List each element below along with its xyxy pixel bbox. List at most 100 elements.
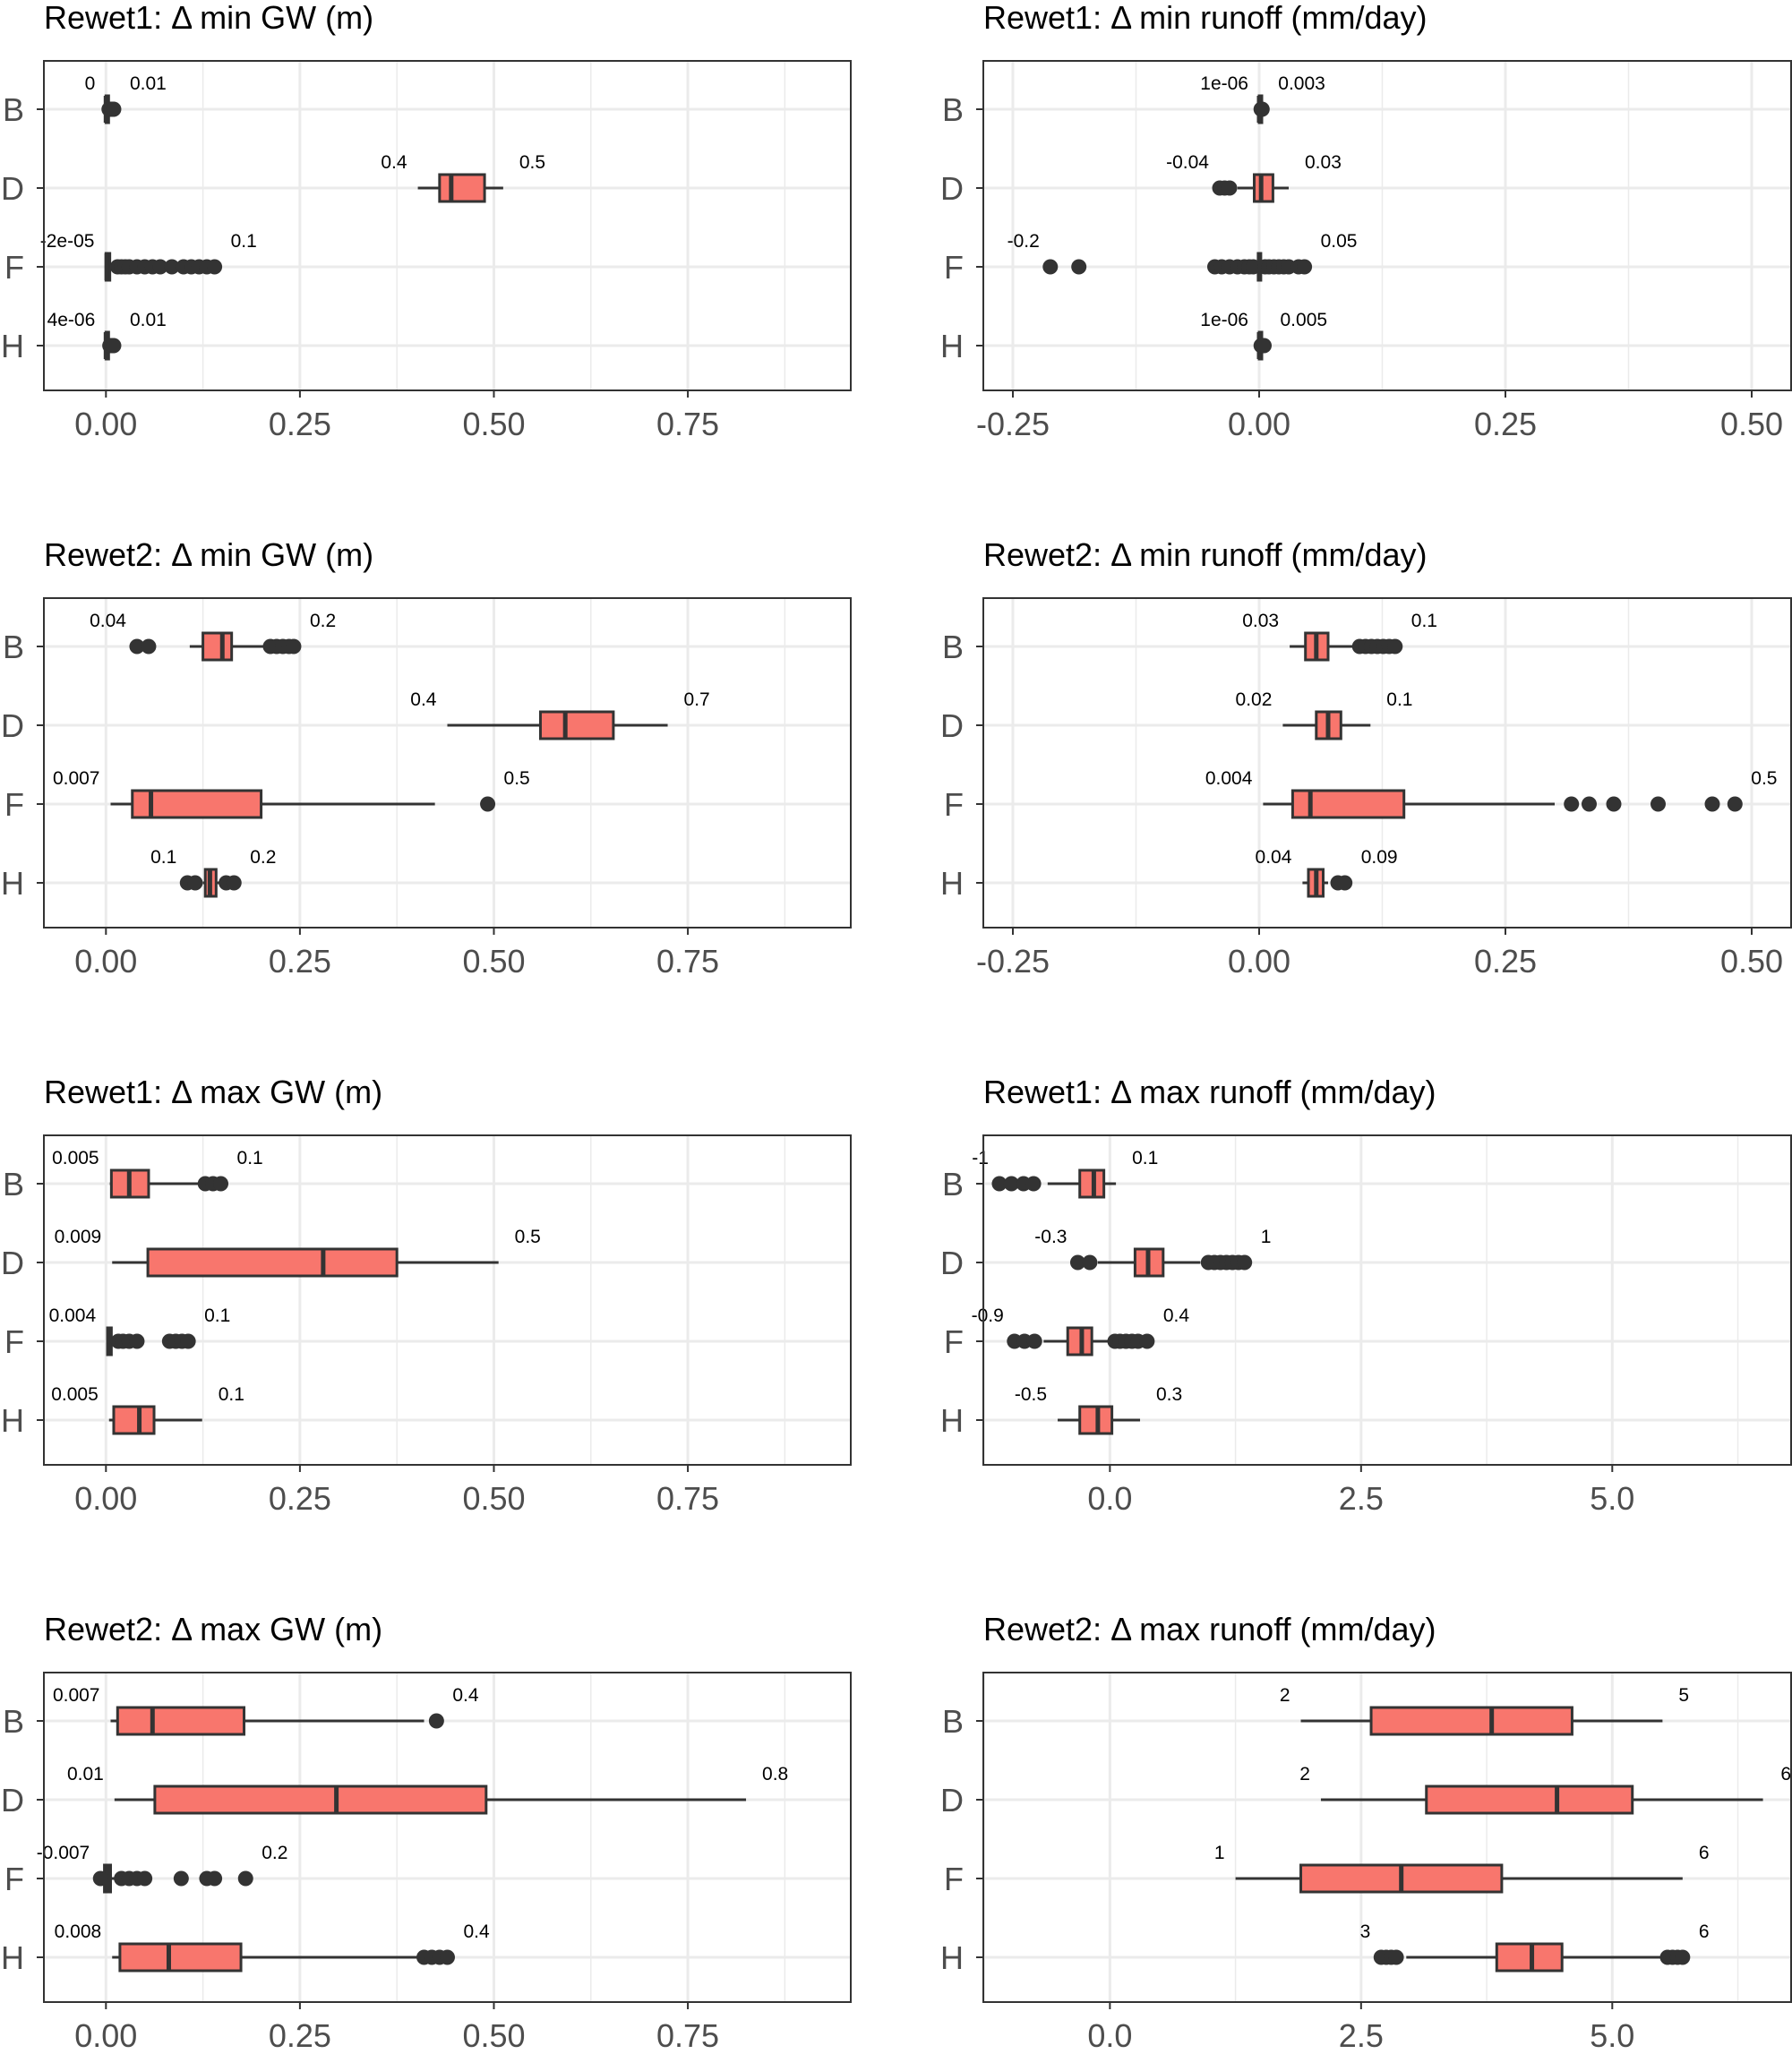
- y-tick-label: D: [940, 707, 964, 744]
- panel-title: Rewet1: Δ min GW (m): [44, 0, 373, 36]
- panel-title: Rewet2: Δ min GW (m): [44, 536, 373, 573]
- box-D: 0.02 0.1: [1236, 689, 1413, 740]
- outlier-point: [1606, 796, 1622, 812]
- x-tick-label: 0.75: [656, 1480, 719, 1517]
- min-label: 0.005: [51, 1384, 99, 1405]
- panel-border: [43, 60, 852, 391]
- y-tick-label: H: [1, 1402, 24, 1439]
- x-tick-label: 0.25: [269, 1480, 331, 1517]
- y-tick-label: H: [940, 865, 964, 902]
- max-label: 0.7: [684, 689, 710, 710]
- box-B: 0.03 0.1: [1242, 611, 1437, 662]
- max-label: 6: [1699, 1843, 1710, 1863]
- y-tick-label: F: [944, 1861, 964, 1897]
- y-tick-label: H: [1, 865, 24, 902]
- min-label: -0.007: [37, 1843, 90, 1863]
- x-tick-label: 0.25: [269, 2017, 331, 2050]
- panel-title: Rewet1: Δ min runoff (mm/day): [983, 0, 1428, 36]
- max-label: 0.005: [1281, 310, 1328, 330]
- outlier-point: [173, 1870, 189, 1887]
- outlier-point: [106, 101, 122, 117]
- min-label: -0.04: [1166, 152, 1209, 173]
- panel-2: Rewet1: Δ min runoff (mm/day) 1e-06 0.003 B…: [940, 0, 1792, 442]
- max-label: 0.1: [231, 231, 257, 252]
- y-tick-label: D: [1, 707, 24, 744]
- min-label: 0.4: [410, 689, 437, 710]
- box-D: 0.01 0.8: [67, 1764, 788, 1815]
- min-label: 2: [1299, 1764, 1310, 1784]
- box-B: 0 0.01: [85, 73, 167, 124]
- box-F: -0.2 0.05: [1007, 231, 1357, 282]
- box-B: -1 0.1: [972, 1148, 1158, 1199]
- min-label: 0.03: [1242, 611, 1279, 631]
- panel-border: [982, 1134, 1792, 1466]
- y-tick-label: D: [940, 1782, 964, 1819]
- max-label: 0.1: [1411, 611, 1437, 631]
- outlier-point: [1727, 796, 1743, 812]
- panel-6: Rewet1: Δ max runoff (mm/day) -1 0.1 B -0.3 1…: [940, 1074, 1792, 1517]
- y-tick-label: F: [4, 786, 24, 823]
- min-label: 0.007: [53, 768, 100, 789]
- outlier-point: [1069, 1254, 1085, 1271]
- max-label: 0.2: [310, 611, 336, 631]
- max-label: 0.09: [1361, 847, 1398, 868]
- max-label: 0.2: [262, 1843, 287, 1863]
- y-tick-label: H: [940, 1939, 964, 1976]
- y-tick-label: B: [3, 1166, 24, 1202]
- outlier-point: [991, 1176, 1007, 1192]
- max-label: 0.3: [1156, 1384, 1182, 1405]
- x-tick-label: 0.00: [74, 406, 137, 442]
- max-label: 0.003: [1278, 73, 1325, 94]
- min-label: 0.007: [53, 1685, 100, 1706]
- y-tick-label: H: [1, 1939, 24, 1976]
- outlier-point: [137, 1870, 153, 1887]
- box-D: -0.3 1: [1034, 1227, 1271, 1278]
- x-tick-label: 0.0: [1087, 1480, 1132, 1517]
- panel-title: Rewet2: Δ max GW (m): [44, 1611, 382, 1647]
- max-label: 0.8: [762, 1764, 788, 1784]
- y-tick-label: B: [3, 1703, 24, 1740]
- outlier-point: [129, 638, 145, 655]
- y-tick-label: D: [940, 170, 964, 207]
- outlier-point: [1704, 796, 1720, 812]
- max-label: 0.4: [1163, 1305, 1190, 1326]
- box-D: 0.4 0.7: [410, 689, 710, 740]
- outlier-point: [1222, 180, 1238, 196]
- x-tick-label: 0.00: [74, 943, 137, 980]
- min-label: 0.004: [49, 1305, 97, 1326]
- min-label: 0.04: [1256, 847, 1292, 868]
- outlier-point: [1256, 338, 1272, 354]
- min-label: 0.004: [1205, 768, 1253, 789]
- panel-title: Rewet2: Δ min runoff (mm/day): [983, 536, 1428, 573]
- outlier-point: [152, 259, 168, 275]
- box-H: 0.008 0.4: [55, 1921, 490, 1973]
- iqr-box: [131, 789, 263, 819]
- max-label: 0.4: [452, 1685, 479, 1706]
- outlier-point: [1025, 1176, 1042, 1192]
- x-tick-label: 0.50: [462, 406, 525, 442]
- min-label: -0.9: [972, 1305, 1004, 1326]
- y-tick-label: B: [3, 91, 24, 128]
- panel-border: [982, 597, 1792, 929]
- outlier-point: [106, 338, 122, 354]
- max-label: 0.5: [504, 768, 530, 789]
- box-H: 0.1 0.2: [150, 847, 276, 898]
- box-F: 0.004 0.5: [1205, 768, 1778, 819]
- x-tick-label: 0.50: [462, 943, 525, 980]
- outlier-point: [428, 1713, 444, 1729]
- x-tick-label: -0.25: [976, 943, 1050, 980]
- min-label: 1e-06: [1200, 310, 1248, 330]
- y-tick-label: H: [1, 328, 24, 364]
- min-label: 1e-06: [1200, 73, 1248, 94]
- outlier-point: [207, 1870, 223, 1887]
- box-F: -0.9 0.4: [972, 1305, 1190, 1356]
- iqr-box: [1369, 1706, 1573, 1736]
- iqr-box: [146, 1247, 399, 1278]
- outlier-point: [286, 638, 302, 655]
- outlier-point: [1026, 1333, 1042, 1349]
- box-H: 1e-06 0.005: [1200, 310, 1328, 361]
- y-tick-label: B: [942, 1703, 964, 1740]
- iqr-box: [201, 631, 234, 662]
- min-label: 1: [1214, 1843, 1225, 1863]
